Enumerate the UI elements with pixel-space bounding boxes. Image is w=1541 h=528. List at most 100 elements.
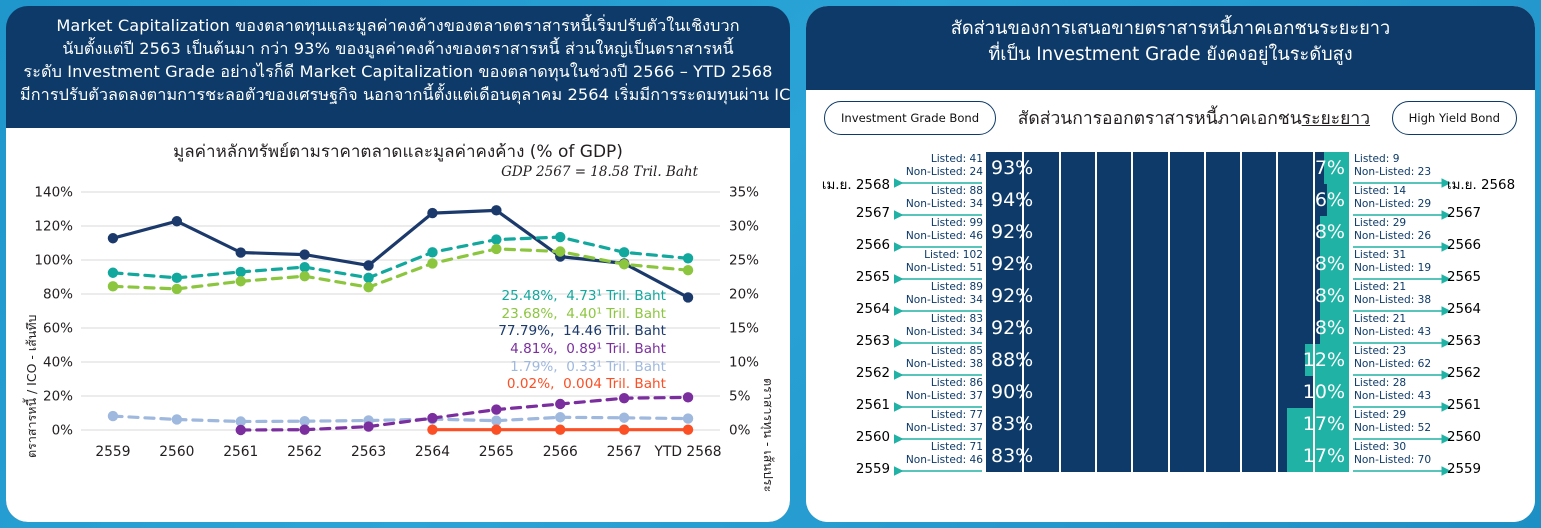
bar-row: 94% 6% Listed: 88 Non-Listed: 34 Listed: 14 N… (806, 184, 1535, 216)
bar-row: 92% 8% Listed: 83 Non-Listed: 34 Listed: 21 N… (806, 312, 1535, 344)
bar-track: 92% 8% Listed: 83 Non-Listed: 34 Listed: 21 N… (906, 312, 1431, 344)
bar-segment-high-yield[interactable] (1319, 312, 1349, 344)
svg-text:20%: 20% (729, 287, 759, 303)
callout-investment-grade: 23.68%, 4.40¹ Tril. Baht (501, 305, 666, 322)
gdp-annotation: GDP 2567 = 18.58 Tril. Baht (501, 164, 698, 180)
bar-year-label-right: 2559 (1447, 462, 1482, 477)
bar-gridline (1058, 280, 1061, 312)
line-chart-title: มูลค่าหลักทรัพย์ตามราคาตลาดและมูลค่าคงค้… (173, 142, 623, 162)
svg-text:30%: 30% (729, 219, 759, 235)
bar-year-label-right: 2561 (1447, 398, 1482, 413)
hy-nonlisted-count: Non-Listed: 43 (1354, 325, 1432, 338)
ig-nonlisted-count: Non-Listed: 24 (905, 165, 983, 178)
bar-gridline (1312, 248, 1315, 280)
bar-segment-high-yield[interactable] (1327, 184, 1349, 216)
ig-counts-left: Listed: 41 Non-Listed: 24 (836, 153, 986, 178)
bar-year-label-right: 2562 (1447, 366, 1482, 381)
bar-chart-title-prefix: สัดส่วนการออกตราสารหนี้ภาคเอกชน (1017, 109, 1302, 129)
bar-gridline (1167, 376, 1170, 408)
svg-text:2564: 2564 (415, 444, 450, 460)
hy-counts-right: Listed: 9 Non-Listed: 23 (1349, 153, 1499, 178)
bar-year-label-left: 2566 (855, 238, 890, 253)
bar-gridline (1094, 152, 1097, 184)
bar-label-high-yield-pct: 12% (1302, 349, 1345, 371)
ig-counts-left: Listed: 77 Non-Listed: 37 (836, 409, 986, 434)
bar-gridline (1094, 248, 1097, 280)
bar-segment-investment-grade[interactable] (986, 216, 1320, 248)
bar-segment-investment-grade[interactable] (986, 152, 1324, 184)
bar-chart-toolbar: Investment Grade Bond สัดส่วนการออกตราสา… (806, 90, 1535, 146)
bar-year-label-right: 2566 (1447, 238, 1482, 253)
bar-gridline (1276, 280, 1279, 312)
bar-gridline (1167, 184, 1170, 216)
right-panel-header: สัดส่วนของการเสนอขายตราสารหนี้ภาคเอกชนระ… (806, 6, 1535, 90)
right-header-line-1: สัดส่วนของการเสนอขายตราสารหนี้ภาคเอกชนระ… (950, 18, 1391, 39)
bar-segment-high-yield[interactable] (1287, 408, 1349, 440)
stacked-bar-chart: 93% 7% Listed: 41 Non-Listed: 24 Listed: 9 No… (806, 146, 1535, 522)
ig-listed-count: Listed: 85 (930, 345, 983, 357)
series-value-callouts: 25.48%, 4.73¹ Tril. Baht 23.68%, 4.40¹ T… (336, 288, 666, 394)
ig-nonlisted-count: Non-Listed: 34 (905, 293, 983, 306)
bar-segment-high-yield[interactable] (1323, 152, 1349, 184)
ig-counts-left: Listed: 99 Non-Listed: 46 (836, 217, 986, 242)
svg-text:2565: 2565 (479, 444, 514, 460)
hy-counts-right: Listed: 14 Non-Listed: 29 (1349, 185, 1499, 210)
ig-counts-left: Listed: 83 Non-Listed: 34 (836, 313, 986, 338)
bar-gridline (1094, 280, 1097, 312)
svg-text:2566: 2566 (543, 444, 578, 460)
hy-counts-right: Listed: 29 Non-Listed: 52 (1349, 409, 1499, 434)
left-header-line-4: มีการปรับตัวลดลงตามการชะลอตัวของเศรษฐกิจ… (20, 85, 790, 104)
bar-gridline (1167, 216, 1170, 248)
bar-gridline (1240, 184, 1243, 216)
bar-year-label-right: 2560 (1447, 430, 1482, 445)
svg-text:5%: 5% (729, 389, 751, 405)
hy-listed-count: Listed: 29 (1354, 409, 1407, 421)
legend-pill-investment-grade-bond[interactable]: Investment Grade Bond (824, 101, 997, 135)
bar-segment-high-yield[interactable] (1312, 376, 1349, 408)
bar-gridline (1167, 312, 1170, 344)
hy-listed-count: Listed: 29 (1354, 217, 1407, 229)
bar-segment-investment-grade[interactable] (986, 376, 1313, 408)
bar-segment-investment-grade[interactable] (986, 280, 1320, 312)
bar-gridline (1203, 248, 1206, 280)
bar-gridline (1094, 440, 1097, 472)
line-chart-svg: 0% 20% 40% 60% 80% 100% 120% 140% 0% 5% 10% 15% 20% 2… (34, 185, 759, 461)
bar-gridline (1203, 152, 1206, 184)
bar-year-label-right: เม.ย. 2568 (1447, 178, 1516, 193)
bar-segment-high-yield[interactable] (1319, 216, 1349, 248)
bar-year-label-left: 2560 (855, 430, 890, 445)
left-panel-body: มูลค่าหลักทรัพย์ตามราคาตลาดและมูลค่าคงค้… (6, 128, 790, 522)
hy-nonlisted-count: Non-Listed: 19 (1354, 261, 1432, 274)
bar-gridline (1240, 440, 1243, 472)
bar-segment-investment-grade[interactable] (986, 440, 1288, 472)
bar-segment-investment-grade[interactable] (986, 248, 1320, 280)
bar-segment-investment-grade[interactable] (986, 312, 1320, 344)
bar-gridline (1058, 408, 1061, 440)
bar-gridline (1022, 440, 1025, 472)
bar-row: 88% 12% Listed: 85 Non-Listed: 38 Listed: 23… (806, 344, 1535, 376)
bar-gridline (1131, 440, 1134, 472)
bar-year-label-left: 2561 (855, 398, 890, 413)
bar-segment-high-yield[interactable] (1287, 440, 1349, 472)
bar-segment-high-yield[interactable] (1319, 248, 1349, 280)
ig-listed-count: Listed: 89 (930, 281, 983, 293)
bar-gridline (1058, 216, 1061, 248)
ig-listed-count: Listed: 86 (930, 377, 983, 389)
bar-gridline (1167, 344, 1170, 376)
hy-listed-count: Listed: 21 (1354, 313, 1407, 325)
svg-text:20%: 20% (43, 389, 73, 405)
legend-pill-high-yield-bond[interactable]: High Yield Bond (1391, 101, 1517, 135)
ig-listed-count: Listed: 99 (930, 217, 983, 229)
left-panel-header: Market Capitalization ของตลาดทุนและมูลค่… (6, 6, 790, 128)
hy-counts-right: Listed: 29 Non-Listed: 26 (1349, 217, 1499, 242)
bar-gridline (1022, 216, 1025, 248)
svg-text:2560: 2560 (159, 444, 194, 460)
bar-segment-investment-grade[interactable] (986, 344, 1306, 376)
bar-gridline (1240, 280, 1243, 312)
bar-segment-investment-grade[interactable] (986, 184, 1328, 216)
bar-segment-investment-grade[interactable] (986, 408, 1288, 440)
bar-gridline (1276, 344, 1279, 376)
bar-row: 92% 8% Listed: 99 Non-Listed: 46 Listed: 29 N… (806, 216, 1535, 248)
bar-segment-high-yield[interactable] (1319, 280, 1349, 312)
ig-listed-count: Listed: 77 (930, 409, 983, 421)
